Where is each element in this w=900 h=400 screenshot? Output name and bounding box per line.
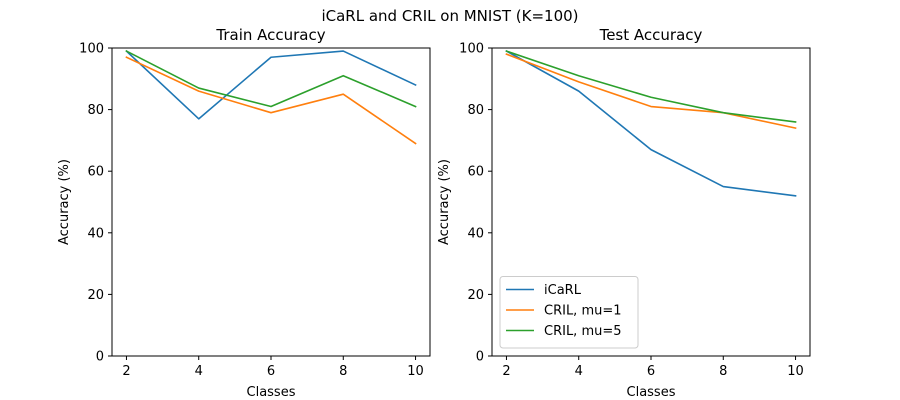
test-legend-label: iCaRL [544,283,582,298]
test-xtick-label: 4 [575,364,583,379]
test-legend: iCaRL CRIL, mu=1 CRIL, mu=5 [499,276,639,349]
test-ytick-label: 80 [467,103,484,118]
train-ytick-label: 20 [87,288,104,303]
test-ytick-label: 0 [476,350,484,365]
test-ytick-label: 60 [467,165,484,180]
test-xtick-label: 2 [502,364,510,379]
train-frame [111,47,431,357]
test-ytick-label: 100 [459,42,484,57]
test-legend-box [499,276,639,349]
test-ylabel: Accuracy (%) [437,159,452,245]
test-xtick-label: 8 [719,364,727,379]
test-xlabel: Classes [627,385,676,400]
train-ylabel: Accuracy (%) [57,159,72,245]
test-xtick-label: 6 [647,364,655,379]
test-series-line-0 [505,49,797,197]
train-series-line-2 [125,50,417,108]
test-legend-label: CRIL, mu=5 [544,324,622,339]
train-ytick-label: 0 [96,350,104,365]
train-ytick-label: 100 [79,42,104,57]
train-title: Train Accuracy [215,26,325,44]
test-title: Test Accuracy [599,26,703,44]
test-legend-label: CRIL, mu=1 [544,304,622,319]
train-ytick-label: 40 [87,226,104,241]
train-xtick-label: 2 [122,364,130,379]
train-xtick-label: 8 [339,364,347,379]
figure-suptitle: iCaRL and CRIL on MNIST (K=100) [321,7,578,25]
test-series-line-2 [505,50,797,123]
train-series-line-0 [125,49,417,120]
test-series-line-1 [505,53,797,130]
train-xtick-label: 10 [407,364,424,379]
train-xlabel: Classes [247,385,296,400]
train-xtick-label: 4 [195,364,203,379]
test-ytick-label: 40 [467,226,484,241]
test-ytick-label: 20 [467,288,484,303]
train-series-line-1 [125,56,417,145]
train-xtick-label: 6 [267,364,275,379]
train-ytick-label: 80 [87,103,104,118]
train-ytick-label: 60 [87,165,104,180]
test-xtick-label: 10 [787,364,804,379]
test-frame [491,47,811,357]
